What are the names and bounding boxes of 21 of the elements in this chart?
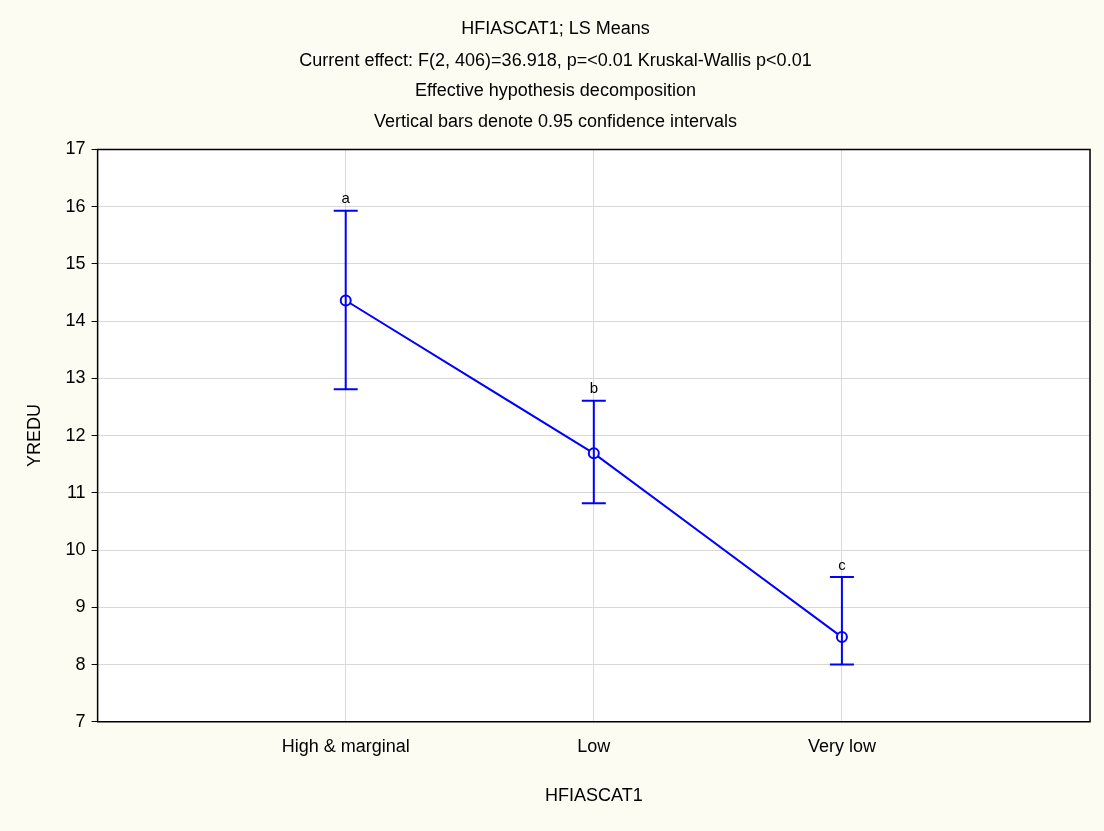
chart-subtitle: Current effect: F(2, 406)=36.918, p=<0.01 Kruskal-Wallis p<0.01 Effective hypothesis decomposition Vertical bars denote 0.95 confidence intervals — [299, 49, 812, 132]
annotation: b — [589, 379, 598, 397]
y-tick-label: 12 — [65, 424, 86, 445]
y-tick-label: 16 — [65, 195, 86, 216]
annotation: c — [838, 555, 847, 573]
x-axis-title: HFIASCAT1 — [544, 785, 643, 806]
y-tick-label: 10 — [65, 539, 86, 560]
x-tick-label: Low — [577, 735, 612, 756]
y-tick-label: 9 — [75, 596, 86, 617]
y-tick-label: 7 — [75, 710, 86, 731]
y-axis-title: YREDU — [23, 404, 44, 468]
y-tick-label: 14 — [65, 310, 86, 331]
annotation: a — [341, 189, 351, 207]
x-tick-label: High & marginal — [281, 735, 410, 756]
y-tick-label: 8 — [75, 653, 86, 674]
x-tick-label: Very low — [807, 735, 877, 756]
y-tick-label: 15 — [65, 252, 86, 273]
y-tick-label: 13 — [65, 367, 86, 388]
y-tick-label: 11 — [66, 481, 86, 502]
chart-title: HFIASCAT1; LS Means — [461, 17, 650, 38]
y-tick-label: 17 — [65, 138, 86, 159]
